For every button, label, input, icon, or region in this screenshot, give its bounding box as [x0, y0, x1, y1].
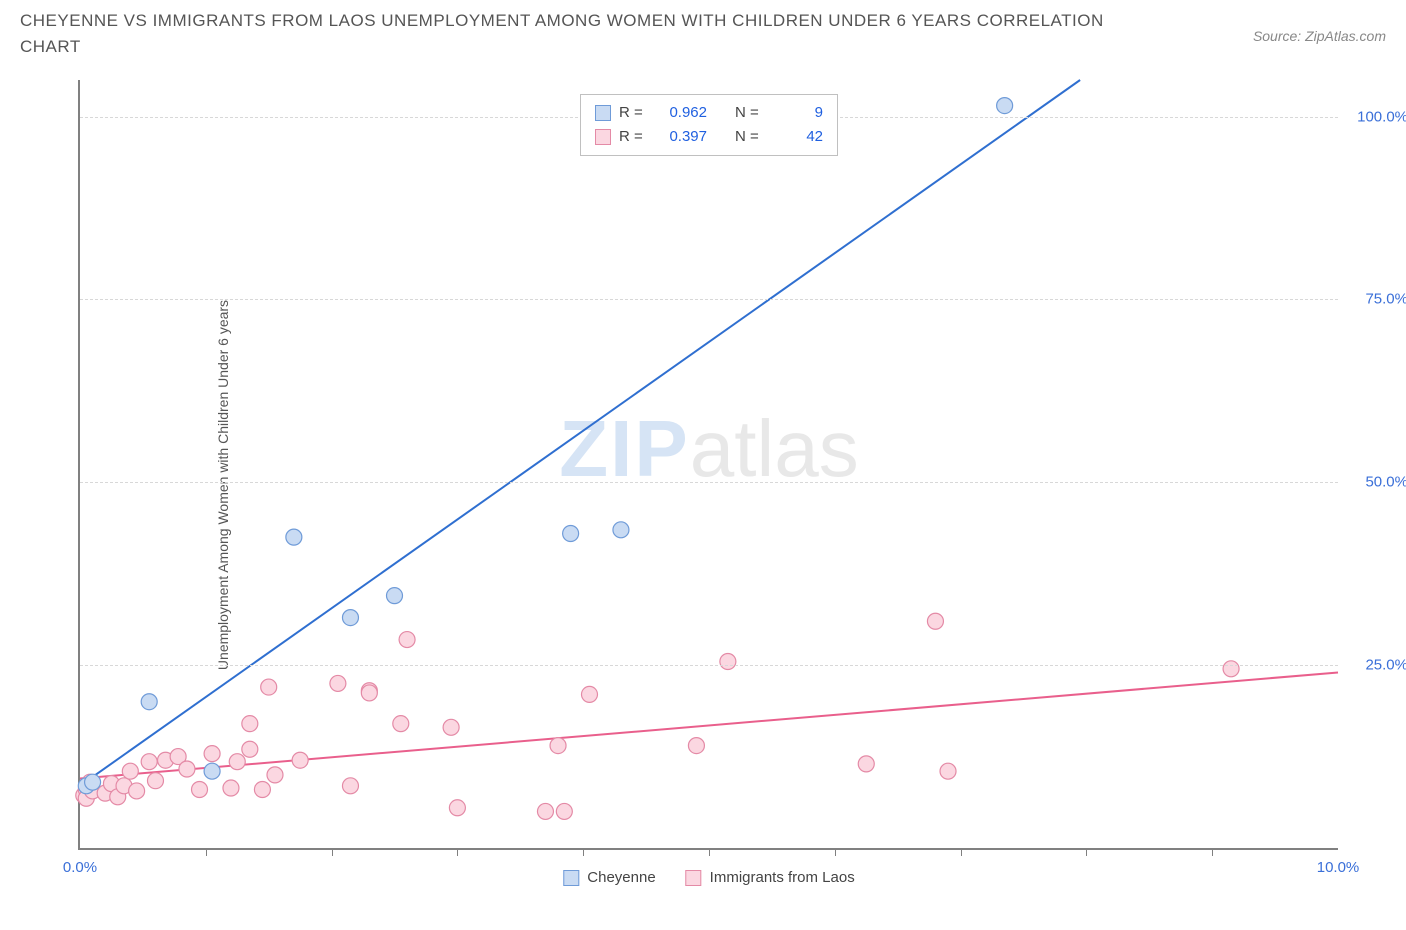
data-point	[449, 800, 465, 816]
data-point	[399, 632, 415, 648]
chart-container: Unemployment Among Women with Children U…	[48, 70, 1384, 900]
x-tick-label: 0.0%	[63, 859, 97, 876]
legend-stats-row: R = 0.962 N = 9	[595, 101, 823, 125]
chart-title: CHEYENNE VS IMMIGRANTS FROM LAOS UNEMPLO…	[20, 8, 1120, 59]
data-point	[229, 754, 245, 770]
source-attribution: Source: ZipAtlas.com	[1253, 28, 1386, 44]
data-point	[342, 610, 358, 626]
plot-area: ZIPatlas R = 0.962 N = 9 R = 0.397 N = 4…	[78, 80, 1338, 850]
data-point	[342, 778, 358, 794]
y-tick-label: 25.0%	[1365, 657, 1406, 674]
data-point	[261, 679, 277, 695]
data-point	[613, 522, 629, 538]
x-tick	[457, 848, 458, 856]
legend-item-laos: Immigrants from Laos	[686, 869, 855, 886]
legend-r-label: R =	[619, 101, 649, 125]
data-point	[393, 716, 409, 732]
data-point	[563, 525, 579, 541]
legend-stats: R = 0.962 N = 9 R = 0.397 N = 42	[580, 94, 838, 156]
y-tick-label: 75.0%	[1365, 291, 1406, 308]
x-tick	[206, 848, 207, 856]
legend-n-value-1: 42	[773, 125, 823, 149]
x-tick	[583, 848, 584, 856]
data-point	[688, 738, 704, 754]
swatch-cheyenne	[563, 870, 579, 886]
x-tick-label: 10.0%	[1317, 859, 1360, 876]
x-tick	[1212, 848, 1213, 856]
swatch-laos	[595, 129, 611, 145]
legend-n-value-0: 9	[773, 101, 823, 125]
y-tick-label: 50.0%	[1365, 474, 1406, 491]
regression-line	[80, 80, 1080, 786]
data-point	[147, 773, 163, 789]
data-point	[330, 675, 346, 691]
legend-r-value-1: 0.397	[657, 125, 707, 149]
data-point	[997, 98, 1013, 114]
x-tick	[835, 848, 836, 856]
data-point	[242, 741, 258, 757]
swatch-cheyenne	[595, 105, 611, 121]
x-tick	[961, 848, 962, 856]
swatch-laos	[686, 870, 702, 886]
x-tick	[332, 848, 333, 856]
legend-n-label: N =	[735, 101, 765, 125]
data-point	[141, 694, 157, 710]
data-point	[85, 774, 101, 790]
x-tick	[709, 848, 710, 856]
data-point	[286, 529, 302, 545]
data-point	[141, 754, 157, 770]
data-point	[550, 738, 566, 754]
gridline	[80, 665, 1338, 666]
data-point	[720, 653, 736, 669]
data-point	[858, 756, 874, 772]
data-point	[443, 719, 459, 735]
legend-item-cheyenne: Cheyenne	[563, 869, 655, 886]
gridline	[80, 299, 1338, 300]
data-point	[179, 761, 195, 777]
data-point	[927, 613, 943, 629]
legend-r-value-0: 0.962	[657, 101, 707, 125]
data-point	[1223, 661, 1239, 677]
data-point	[581, 686, 597, 702]
plot-svg	[80, 80, 1338, 848]
legend-r-label: R =	[619, 125, 649, 149]
data-point	[387, 588, 403, 604]
x-tick	[1086, 848, 1087, 856]
data-point	[537, 803, 553, 819]
gridline	[80, 482, 1338, 483]
legend-label: Cheyenne	[587, 869, 655, 886]
data-point	[267, 767, 283, 783]
legend-series: Cheyenne Immigrants from Laos	[563, 869, 854, 886]
data-point	[556, 803, 572, 819]
data-point	[292, 752, 308, 768]
data-point	[223, 780, 239, 796]
data-point	[204, 746, 220, 762]
data-point	[129, 783, 145, 799]
legend-n-label: N =	[735, 125, 765, 149]
data-point	[192, 781, 208, 797]
data-point	[242, 716, 258, 732]
data-point	[361, 685, 377, 701]
data-point	[204, 763, 220, 779]
legend-stats-row: R = 0.397 N = 42	[595, 125, 823, 149]
data-point	[940, 763, 956, 779]
y-tick-label: 100.0%	[1357, 108, 1406, 125]
data-point	[254, 781, 270, 797]
legend-label: Immigrants from Laos	[710, 869, 855, 886]
data-point	[122, 763, 138, 779]
